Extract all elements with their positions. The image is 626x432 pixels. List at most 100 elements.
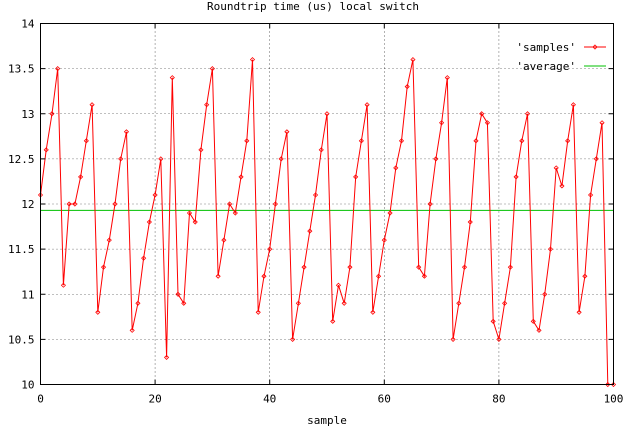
sample-point bbox=[570, 102, 576, 108]
sample-point bbox=[588, 192, 594, 198]
x-tick-label: 0 bbox=[37, 393, 44, 406]
sample-point bbox=[60, 282, 66, 288]
sample-point bbox=[502, 300, 508, 306]
sample-point bbox=[370, 309, 376, 315]
sample-point bbox=[479, 111, 485, 117]
sample-point bbox=[427, 201, 433, 207]
sample-point bbox=[519, 138, 525, 144]
sample-point bbox=[66, 201, 72, 207]
sample-point bbox=[272, 201, 278, 207]
sample-point bbox=[135, 300, 141, 306]
sample-point bbox=[381, 237, 387, 243]
x-axis-label: sample bbox=[307, 414, 347, 427]
x-tick-label: 60 bbox=[378, 393, 391, 406]
sample-point bbox=[123, 129, 130, 135]
sample-point bbox=[198, 147, 204, 153]
sample-point bbox=[112, 201, 118, 207]
sample-point bbox=[204, 102, 210, 108]
y-tick-label: 13 bbox=[21, 108, 34, 121]
sample-point bbox=[353, 174, 359, 180]
sample-point bbox=[89, 102, 95, 108]
y-tick-label: 10.5 bbox=[8, 333, 35, 346]
sample-point bbox=[209, 66, 215, 72]
sample-point bbox=[78, 174, 84, 180]
sample-point bbox=[456, 300, 462, 306]
sample-point bbox=[387, 210, 393, 216]
samples-line bbox=[40, 59, 614, 385]
sample-point bbox=[192, 219, 198, 225]
sample-point bbox=[163, 354, 170, 360]
sample-point bbox=[547, 246, 554, 252]
sample-point bbox=[169, 75, 175, 81]
data-layer bbox=[37, 57, 617, 388]
sample-point bbox=[358, 138, 364, 144]
sample-point bbox=[484, 120, 491, 126]
legend-label-samples: 'samples' bbox=[516, 41, 576, 54]
sample-point bbox=[542, 291, 548, 297]
sample-point bbox=[278, 156, 284, 162]
sample-point bbox=[307, 228, 313, 234]
chart-title: Roundtrip time (us) local switch bbox=[207, 0, 419, 13]
sample-point bbox=[421, 273, 427, 279]
legend-marker-samples bbox=[592, 44, 598, 50]
sample-point bbox=[565, 138, 571, 144]
sample-point bbox=[335, 282, 342, 288]
sample-point bbox=[175, 291, 181, 297]
sample-point bbox=[398, 138, 405, 144]
sample-point bbox=[95, 309, 101, 315]
sample-point bbox=[410, 57, 416, 63]
sample-point bbox=[553, 165, 559, 171]
sample-point bbox=[186, 210, 193, 216]
sample-point bbox=[227, 201, 233, 207]
sample-point bbox=[610, 381, 617, 388]
sample-point bbox=[215, 273, 221, 279]
sample-point bbox=[141, 255, 147, 261]
y-tick-label: 12.5 bbox=[8, 153, 35, 166]
sample-point bbox=[312, 192, 319, 198]
sample-point bbox=[129, 327, 135, 333]
legend-label-average: 'average' bbox=[516, 60, 576, 73]
sample-point bbox=[221, 237, 227, 243]
sample-point bbox=[267, 246, 273, 252]
sample-point bbox=[146, 219, 152, 225]
tick-layer: 10 10.5 11 11.5 12 12.5 13 13.5 14 0 20 40 60 80 100 bbox=[8, 18, 623, 406]
x-tick-label: 100 bbox=[604, 393, 624, 406]
sample-point bbox=[295, 300, 301, 306]
sample-point bbox=[559, 183, 565, 189]
grid-layer bbox=[40, 23, 614, 385]
y-tick-label: 13.5 bbox=[8, 63, 35, 76]
sample-point bbox=[347, 264, 353, 270]
sample-point bbox=[261, 273, 267, 279]
sample-point bbox=[524, 111, 531, 117]
sample-point bbox=[404, 84, 410, 90]
sample-point bbox=[536, 327, 542, 333]
sample-point bbox=[507, 264, 513, 270]
sample-point bbox=[83, 138, 89, 144]
y-tick-label: 14 bbox=[21, 18, 35, 31]
sample-point bbox=[576, 309, 582, 315]
sample-point bbox=[605, 381, 611, 388]
sample-point bbox=[461, 264, 468, 270]
sample-point bbox=[318, 147, 324, 153]
sample-point bbox=[118, 156, 124, 162]
sample-point bbox=[152, 192, 158, 198]
sample-point bbox=[232, 210, 238, 216]
y-tick-label: 11 bbox=[21, 288, 34, 301]
sample-point bbox=[249, 57, 256, 63]
sample-point bbox=[582, 273, 588, 279]
sample-point bbox=[364, 102, 370, 108]
sample-point bbox=[49, 111, 55, 117]
y-tick-label: 11.5 bbox=[8, 243, 35, 256]
sample-point bbox=[158, 156, 164, 162]
sample-point bbox=[55, 66, 61, 72]
sample-point bbox=[43, 147, 49, 153]
x-tick-label: 40 bbox=[263, 393, 276, 406]
sample-point bbox=[490, 318, 496, 324]
x-tick-label: 80 bbox=[492, 393, 505, 406]
sample-point bbox=[284, 129, 290, 135]
sample-point bbox=[324, 111, 330, 117]
sample-point bbox=[473, 138, 479, 144]
sample-point bbox=[255, 309, 261, 315]
sample-point bbox=[238, 174, 244, 180]
sample-point bbox=[100, 264, 107, 270]
